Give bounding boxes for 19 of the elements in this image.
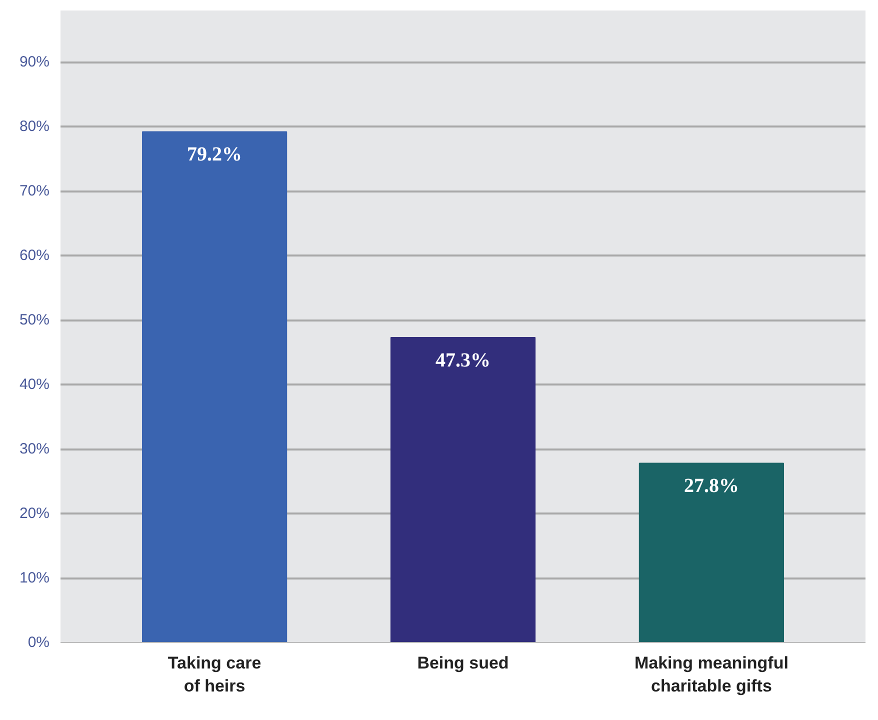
x-tick-label: Taking care of heirs	[168, 654, 262, 696]
y-tick-label: 80%	[19, 118, 50, 136]
y-tick-label: 10%	[19, 570, 50, 587]
y-tick-label: 70%	[19, 182, 50, 200]
data-label: 27.8%	[684, 475, 739, 498]
y-tick-label: 30%	[19, 440, 50, 458]
bar	[390, 336, 536, 642]
y-tick-label: 20%	[19, 505, 50, 522]
bar	[638, 462, 784, 642]
data-label: 47.3%	[436, 349, 490, 372]
data-label: 79.2%	[187, 144, 242, 166]
y-tick-label: 0%	[28, 634, 50, 651]
y-tick-label: 60%	[19, 247, 50, 264]
y-tick-label: 90%	[19, 54, 50, 71]
y-tick-label: 40%	[19, 376, 50, 394]
y-tick-label: 50%	[19, 312, 50, 329]
x-tick-label: Making meaningful charitable gifts	[634, 654, 788, 696]
bar	[142, 131, 288, 642]
x-tick-label: Being sued	[417, 654, 509, 672]
